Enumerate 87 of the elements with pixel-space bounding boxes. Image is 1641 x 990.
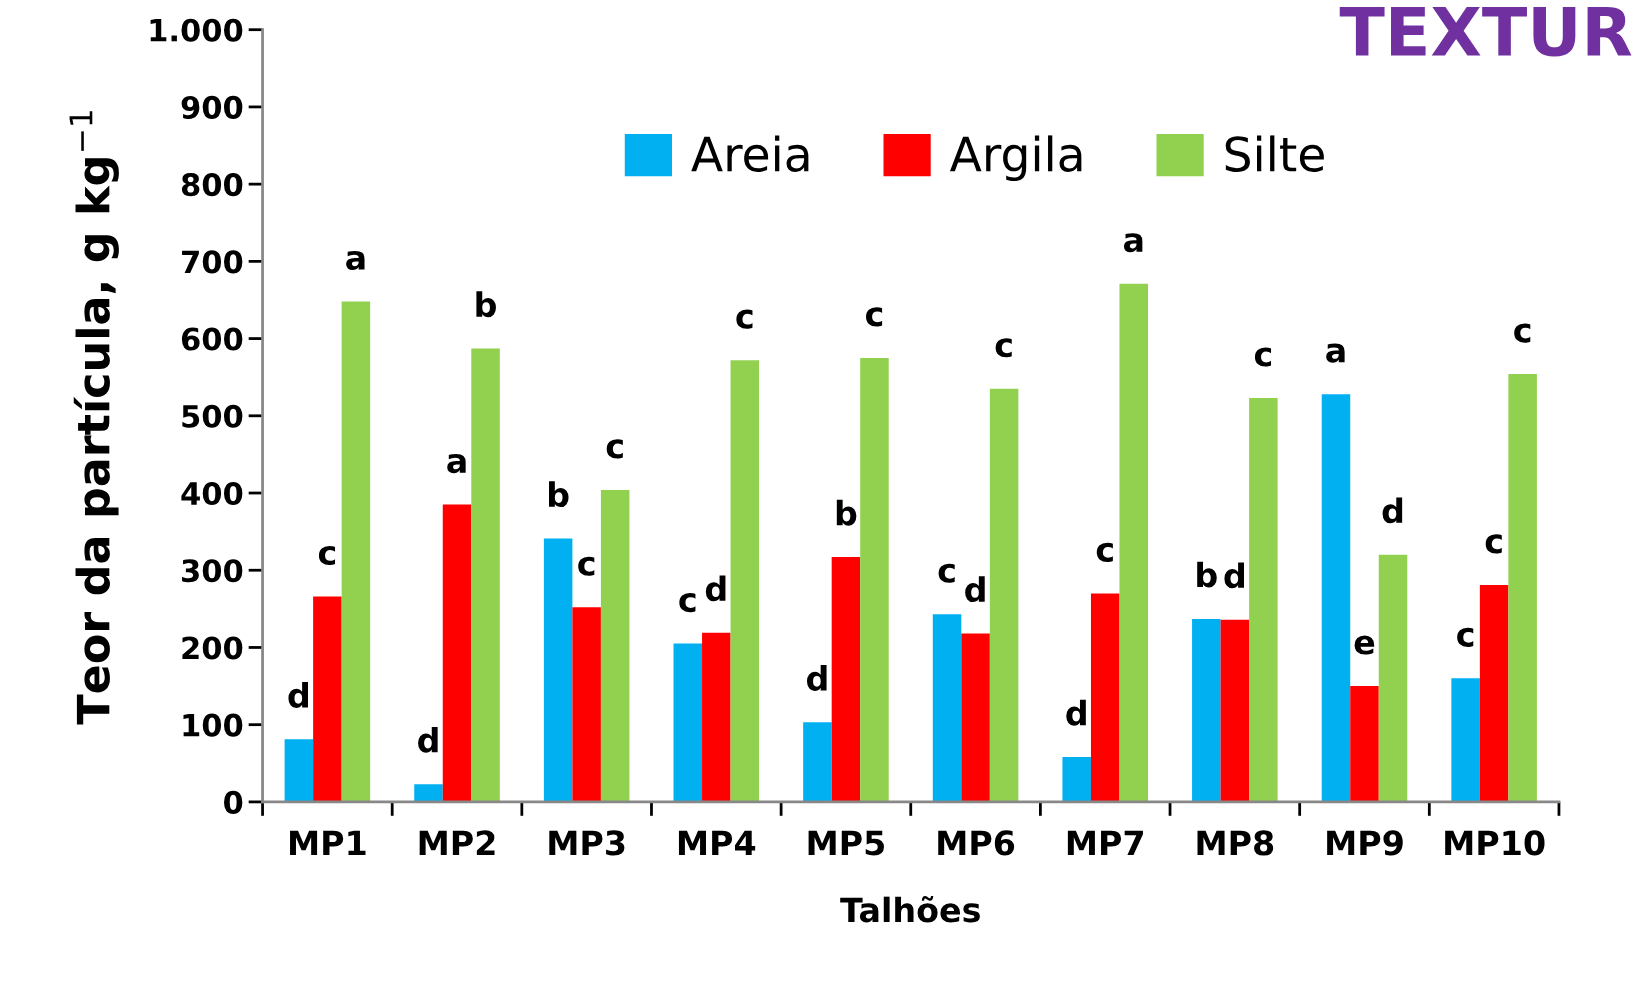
y-tick-label: 700: [182, 250, 243, 274]
legend-label: Argila: [949, 135, 1082, 182]
y-tick-label: 900: [181, 95, 243, 119]
data-label: a: [346, 250, 365, 271]
data-label: b: [549, 481, 569, 508]
bar: [831, 557, 861, 802]
bar: [1378, 554, 1408, 802]
x-tick-label: MP7: [1067, 830, 1143, 856]
y-tick-label: 500: [182, 404, 243, 428]
data-label: b: [476, 291, 496, 318]
data-label: d: [418, 726, 438, 753]
bar: [1249, 398, 1278, 802]
bar: [1479, 584, 1509, 802]
bar: [1090, 593, 1120, 802]
bar: [543, 538, 573, 802]
bar: [1350, 686, 1379, 802]
bar: [600, 489, 630, 802]
data-label: c: [606, 439, 623, 459]
data-label: c: [318, 545, 336, 566]
bar: [961, 633, 990, 802]
chart-title: TEXTUR: [1339, 7, 1632, 57]
x-tick-label: MP10: [1445, 830, 1545, 856]
data-label: a: [1326, 343, 1345, 363]
bar: [442, 504, 472, 802]
data-label: d: [965, 576, 985, 603]
bar: [1451, 678, 1480, 802]
bar: [341, 301, 371, 802]
x-tick-label: MP9: [1327, 830, 1403, 856]
data-label: c: [578, 556, 595, 576]
bar: [803, 722, 832, 802]
data-label: c: [1514, 323, 1531, 343]
bar: [989, 388, 1019, 802]
bar: [702, 632, 731, 802]
bar: [414, 784, 443, 802]
data-label: d: [1224, 562, 1244, 589]
y-tick-label: 300: [182, 559, 243, 583]
bar: [1119, 283, 1148, 802]
bar: [313, 596, 342, 802]
data-label: d: [705, 575, 726, 602]
x-tick-label: MP5: [808, 830, 884, 856]
data-label: d: [1382, 497, 1403, 524]
x-tick-label: MP1: [290, 830, 366, 856]
data-label: b: [836, 499, 857, 526]
x-tick-label: MP3: [549, 830, 625, 856]
y-tick-label: 100: [183, 713, 243, 737]
bar: [284, 739, 314, 802]
data-label: c: [1254, 347, 1272, 367]
bar: [673, 643, 703, 802]
bar: [932, 614, 962, 802]
y-axis-title: Teor da partícula, g kg$^{−1}$: [69, 111, 119, 725]
y-tick-label: 400: [181, 481, 243, 506]
x-axis-title: Talhões: [840, 896, 980, 923]
bar: [1220, 619, 1250, 802]
bar: [1062, 757, 1091, 802]
bar: [572, 607, 601, 802]
y-tick-label: 1.000: [150, 18, 243, 42]
data-label: d: [806, 665, 827, 691]
bar: [471, 348, 500, 802]
legend-label: Silte: [1225, 135, 1324, 172]
bar: [1192, 618, 1221, 802]
y-tick-label: 800: [181, 173, 243, 197]
x-tick-label: MP8: [1197, 830, 1274, 856]
data-label: b: [1197, 561, 1217, 588]
data-label: a: [447, 454, 466, 474]
y-tick-label: 600: [181, 327, 243, 351]
x-tick-label: MP2: [419, 830, 495, 856]
data-label: c: [995, 338, 1012, 358]
legend-label: Areia: [691, 135, 809, 172]
x-tick-label: MP4: [678, 830, 756, 856]
data-label: c: [1457, 627, 1474, 647]
bar: [860, 357, 889, 802]
y-tick-label: 0: [224, 790, 243, 814]
data-label: c: [679, 593, 696, 613]
bar: [1508, 374, 1537, 802]
data-label: c: [938, 563, 955, 583]
bar: [1321, 394, 1351, 802]
data-label: c: [736, 309, 753, 329]
x-tick-label: MP6: [938, 830, 1015, 856]
bar: [730, 360, 760, 802]
data-label: e: [1354, 635, 1375, 655]
y-tick-label: 200: [182, 636, 243, 660]
data-label: c: [1485, 534, 1502, 554]
data-label: d: [1066, 699, 1086, 726]
data-label: c: [1096, 542, 1113, 562]
data-label: d: [288, 682, 308, 708]
data-label: c: [866, 307, 883, 327]
data-label: a: [1123, 233, 1143, 253]
